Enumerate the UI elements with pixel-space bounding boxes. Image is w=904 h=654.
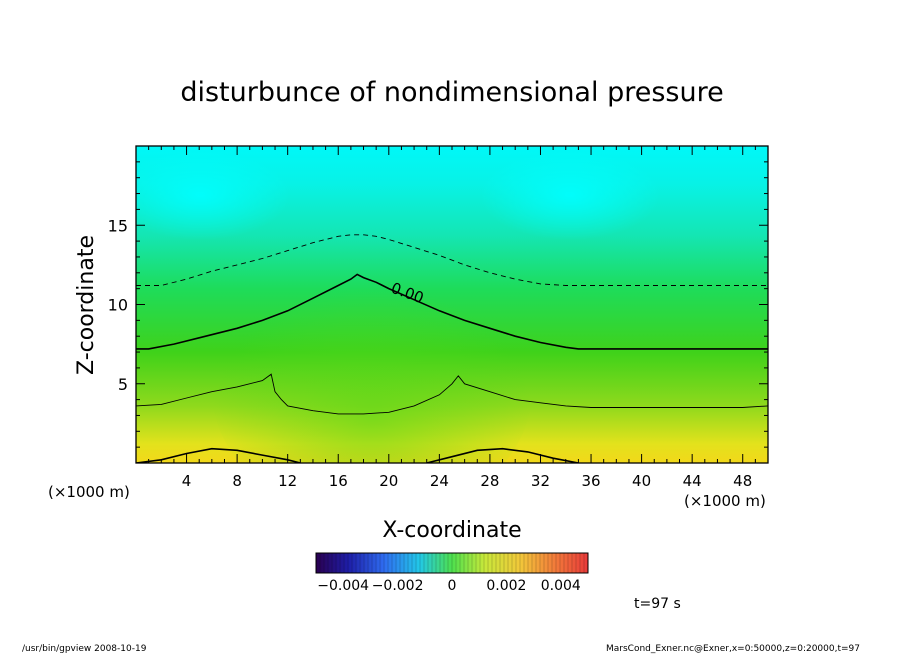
z-unit-label: (×1000 m) bbox=[684, 492, 766, 510]
colorbar-tick-label: 0 bbox=[448, 578, 457, 594]
x-tick-label: 4 bbox=[182, 472, 192, 490]
contour-line-negative bbox=[136, 234, 768, 286]
x-tick-label: 48 bbox=[733, 472, 752, 490]
x-tick-label: 20 bbox=[379, 472, 398, 490]
x-tick-label: 44 bbox=[683, 472, 702, 490]
footer-left: /usr/bin/gpview 2008-10-19 bbox=[22, 644, 147, 654]
x-tick-label: 16 bbox=[329, 472, 348, 490]
contour-line-positive bbox=[426, 447, 579, 463]
field-highlight bbox=[480, 150, 660, 240]
x-tick-label: 24 bbox=[430, 472, 449, 490]
x-axis-title: X-coordinate bbox=[382, 518, 521, 543]
colorbar-tick-label: −0.004 bbox=[317, 578, 369, 594]
colorbar-stripes bbox=[319, 553, 585, 573]
x-tick-label: 28 bbox=[480, 472, 499, 490]
time-label: t=97 s bbox=[634, 596, 681, 612]
field-highlight bbox=[136, 150, 290, 240]
y-axis-title: Z-coordinate bbox=[74, 235, 99, 375]
x-tick-label: 40 bbox=[632, 472, 651, 490]
colorbar-tick-labels: −0.004 −0.002 0 0.002 0.004 bbox=[317, 578, 581, 594]
x-unit-label: (×1000 m) bbox=[48, 483, 130, 501]
contour-lines bbox=[136, 234, 768, 463]
y-tick-label: 15 bbox=[108, 216, 128, 235]
y-axis-ticks: 5 10 15 bbox=[108, 161, 768, 448]
contour-line-zero bbox=[136, 273, 768, 350]
x-tick-label: 12 bbox=[278, 472, 297, 490]
colorbar-tick-label: −0.002 bbox=[372, 578, 424, 594]
x-tick-label: 8 bbox=[232, 472, 242, 490]
colorbar-frame bbox=[315, 552, 589, 574]
chart-title: disturbunce of nondimensional pressure bbox=[180, 77, 723, 108]
y-tick-label: 5 bbox=[118, 375, 128, 394]
colorbar-tick-label: 0.004 bbox=[541, 578, 581, 594]
colorbar: −0.004 −0.002 0 0.002 0.004 bbox=[315, 552, 589, 594]
x-axis-ticks: 4 8 12 16 20 24 28 32 36 40 44 48 bbox=[148, 146, 756, 490]
x-tick-label: 36 bbox=[581, 472, 600, 490]
contour-line-positive bbox=[136, 373, 768, 415]
x-tick-label: 32 bbox=[531, 472, 550, 490]
y-tick-label: 10 bbox=[108, 296, 128, 315]
field-highlight bbox=[212, 260, 532, 463]
contour-line-positive bbox=[136, 447, 301, 463]
footer-right: MarsCond_Exner.nc@Exner,x=0:50000,z=0:20… bbox=[606, 644, 860, 654]
colorbar-tick-label: 0.002 bbox=[486, 578, 526, 594]
plot-area bbox=[136, 146, 768, 463]
